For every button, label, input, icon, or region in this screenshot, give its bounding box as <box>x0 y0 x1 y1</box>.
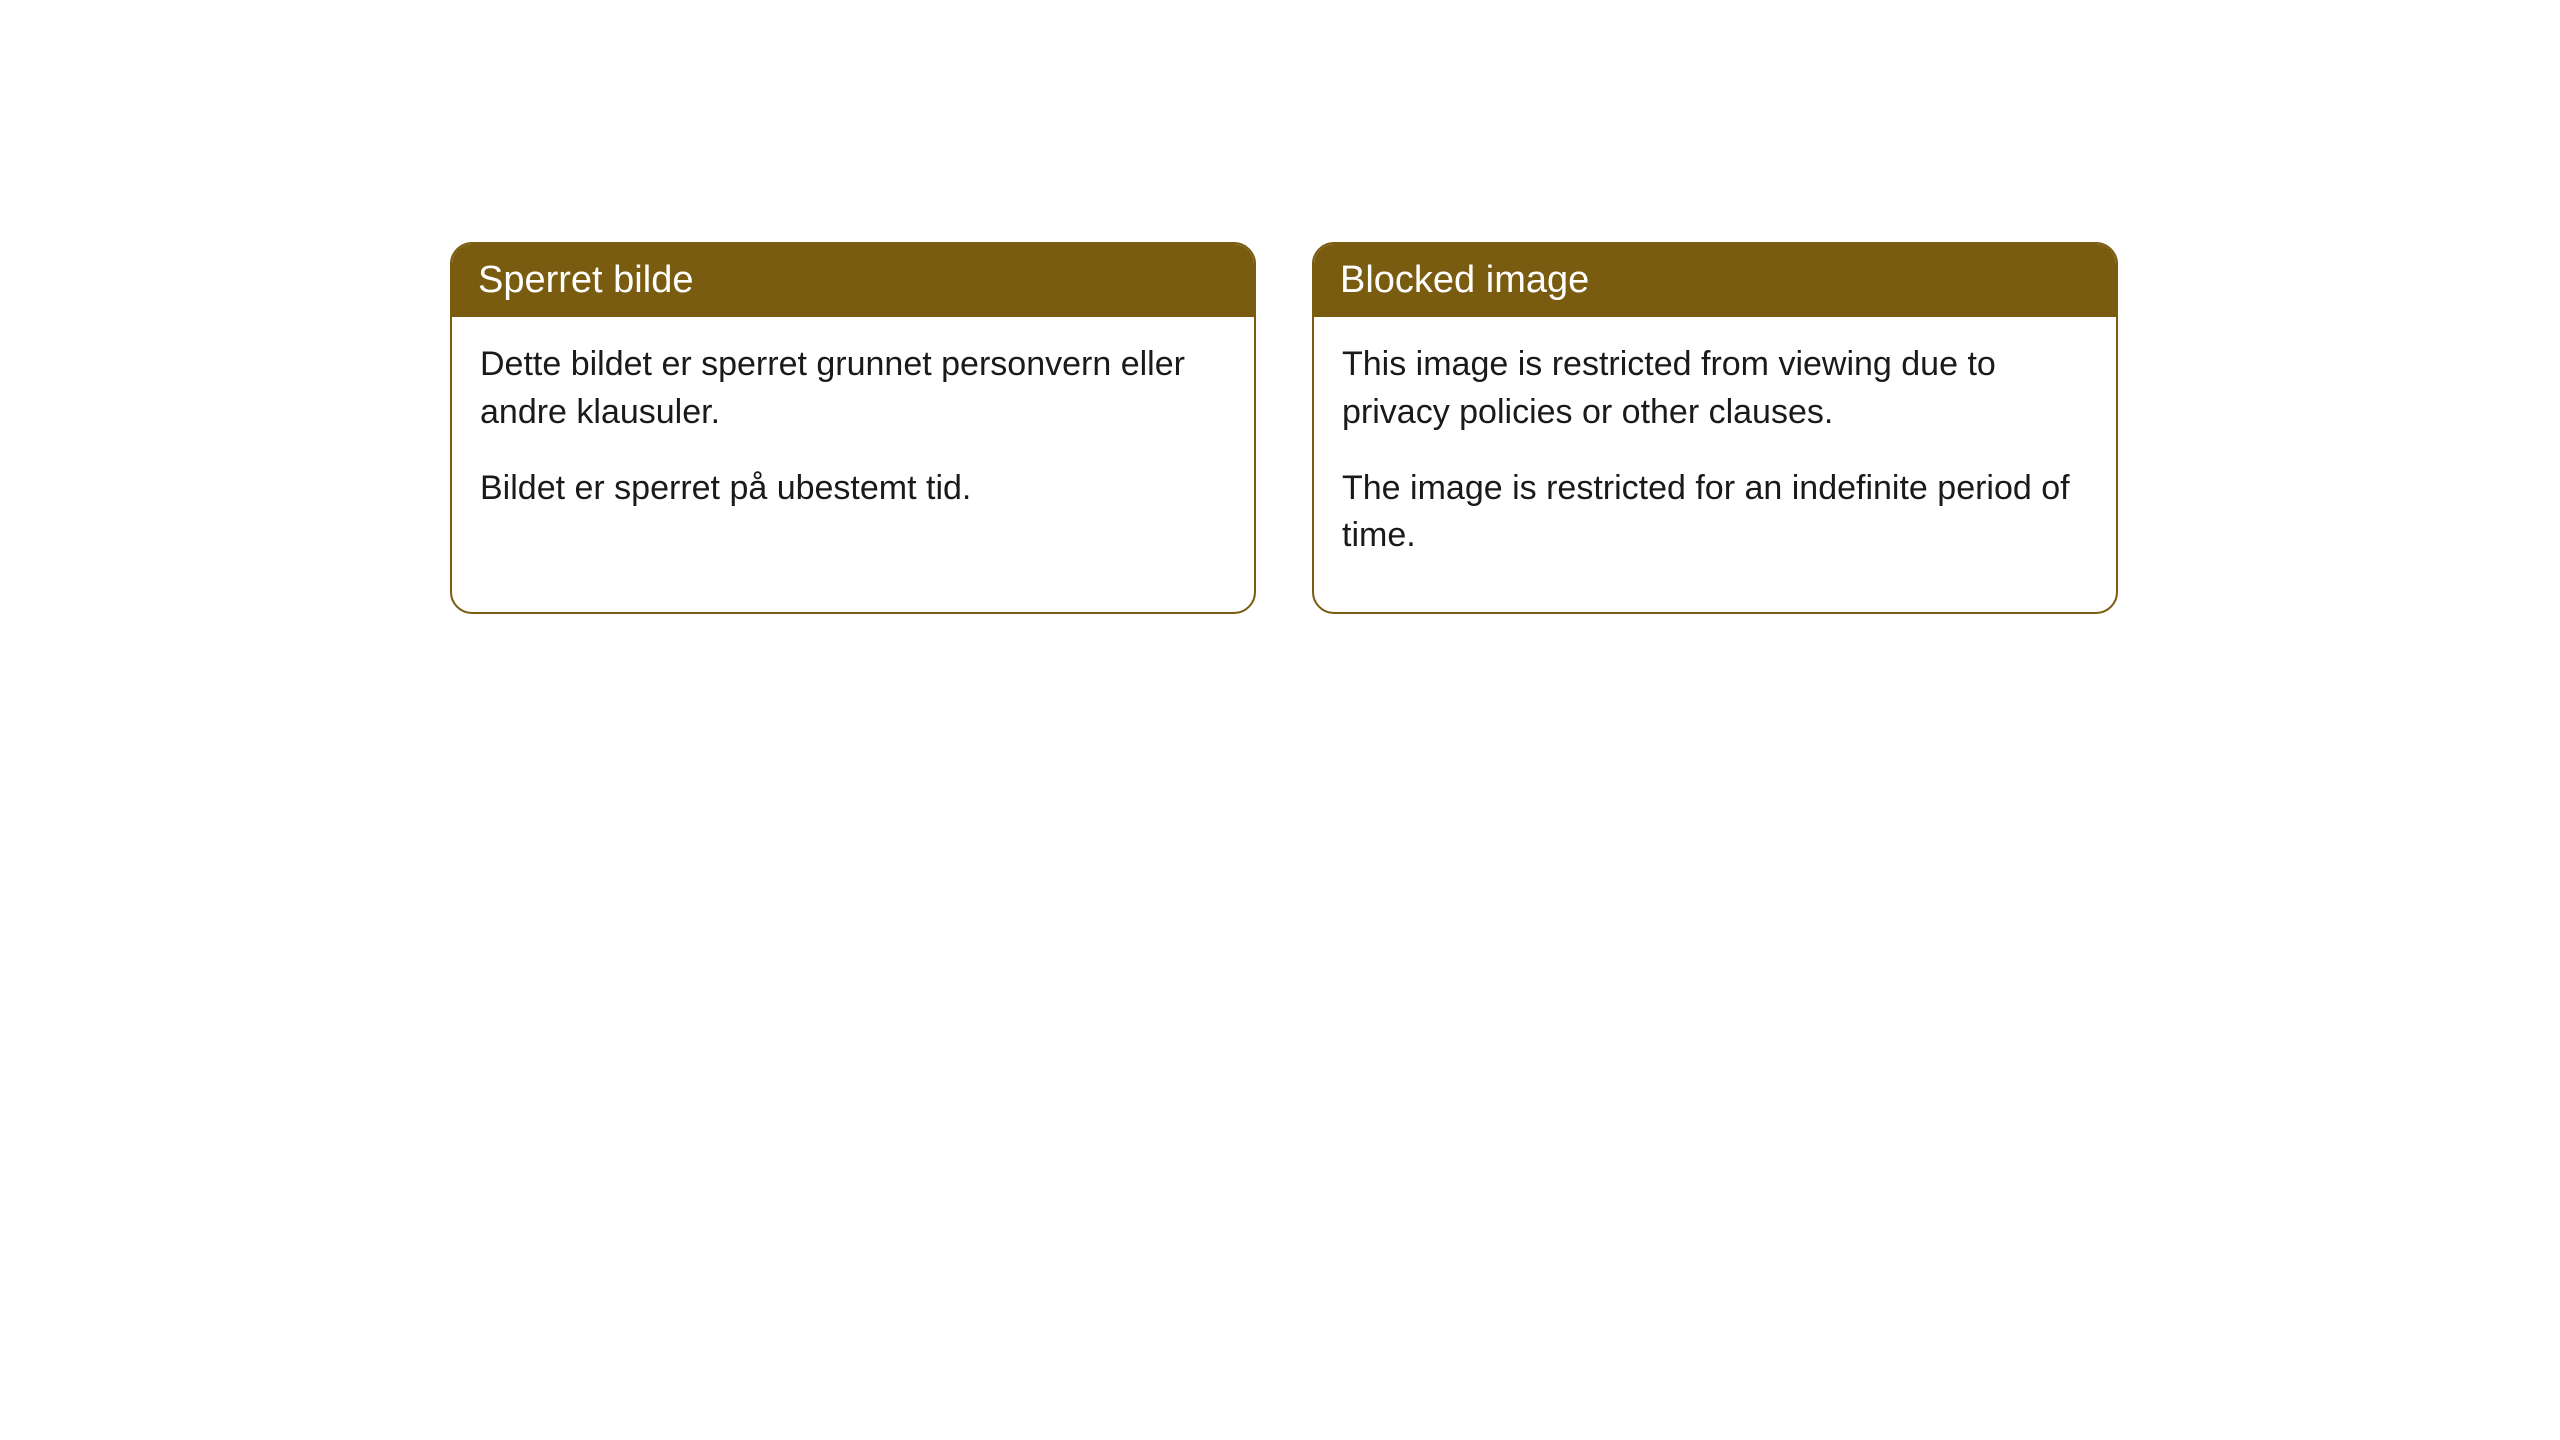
notice-paragraph-2-english: The image is restricted for an indefinit… <box>1342 465 2088 560</box>
notice-paragraph-1-english: This image is restricted from viewing du… <box>1342 341 2088 436</box>
card-header-english: Blocked image <box>1314 244 2116 317</box>
card-header-norwegian: Sperret bilde <box>452 244 1254 317</box>
card-body-norwegian: Dette bildet er sperret grunnet personve… <box>452 317 1254 564</box>
blocked-image-card-english: Blocked image This image is restricted f… <box>1312 242 2118 614</box>
notice-cards-container: Sperret bilde Dette bildet er sperret gr… <box>450 242 2118 614</box>
card-body-english: This image is restricted from viewing du… <box>1314 317 2116 611</box>
blocked-image-card-norwegian: Sperret bilde Dette bildet er sperret gr… <box>450 242 1256 614</box>
notice-paragraph-2-norwegian: Bildet er sperret på ubestemt tid. <box>480 465 1226 513</box>
notice-paragraph-1-norwegian: Dette bildet er sperret grunnet personve… <box>480 341 1226 436</box>
